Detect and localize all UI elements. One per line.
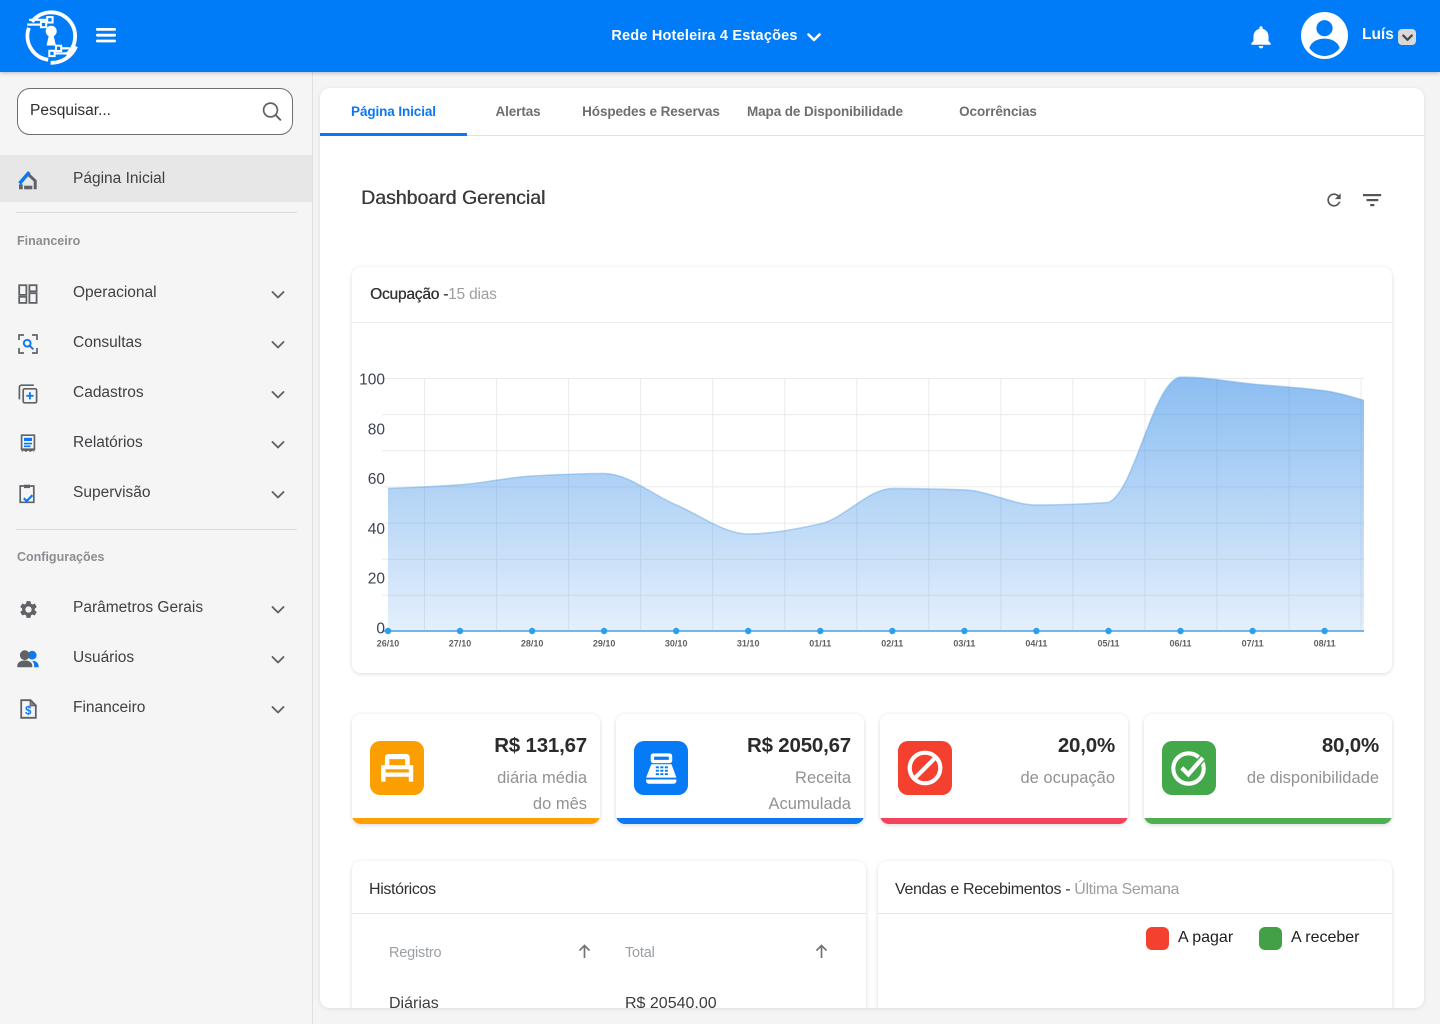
svg-text:28/10: 28/10: [521, 639, 544, 649]
svg-text:$: $: [25, 706, 32, 718]
svg-text:30/10: 30/10: [665, 639, 688, 649]
svg-text:05/11: 05/11: [1097, 639, 1119, 649]
svg-text:04/11: 04/11: [1025, 639, 1047, 649]
svg-text:80: 80: [368, 421, 386, 438]
svg-text:27/10: 27/10: [449, 639, 472, 649]
svg-text:02/11: 02/11: [881, 639, 903, 649]
svg-text:31/10: 31/10: [737, 639, 760, 649]
svg-text:01/11: 01/11: [809, 639, 831, 649]
svg-text:0: 0: [376, 621, 385, 638]
svg-text:29/10: 29/10: [593, 639, 616, 649]
svg-text:08/11: 08/11: [1314, 639, 1336, 649]
svg-text:40: 40: [368, 521, 386, 538]
svg-text:03/11: 03/11: [953, 639, 975, 649]
svg-text:07/11: 07/11: [1242, 639, 1264, 649]
svg-text:06/11: 06/11: [1169, 639, 1191, 649]
svg-text:20: 20: [368, 571, 386, 588]
svg-text:60: 60: [368, 471, 386, 488]
svg-text:100: 100: [359, 372, 385, 389]
svg-text:26/10: 26/10: [377, 639, 400, 649]
